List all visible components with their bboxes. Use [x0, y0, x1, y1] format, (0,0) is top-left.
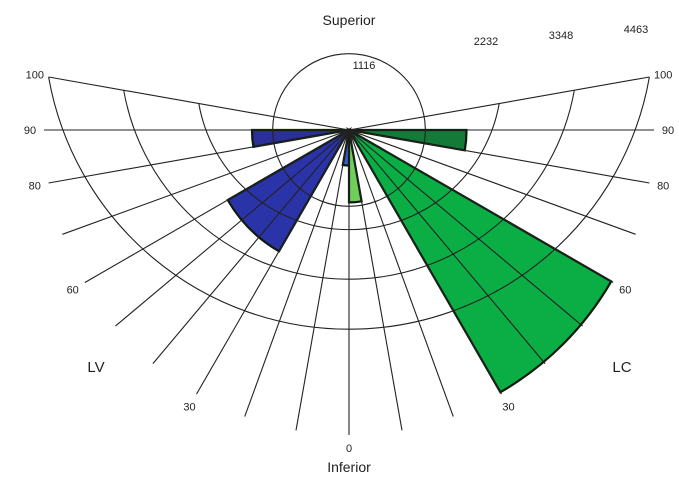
angle-tick-right-60: 60 — [619, 285, 631, 297]
angle-tick-left-60: 60 — [67, 285, 79, 297]
angle-tick-left-100: 100 — [26, 70, 44, 82]
spoke-right-80 — [348, 129, 650, 184]
spoke-right-70 — [348, 129, 636, 235]
wedge-lc-30-60 — [345, 126, 613, 394]
spoke-right-100 — [348, 76, 650, 131]
angle-tick-bottom-0: 0 — [346, 443, 352, 455]
ring-label-3348: 3348 — [549, 30, 573, 42]
spoke-left-40 — [152, 129, 350, 364]
spoke-left-70 — [62, 129, 350, 235]
spoke-right-50 — [348, 129, 583, 327]
spoke-right-40 — [348, 129, 546, 364]
spoke-left-60 — [84, 129, 350, 283]
ring-label-1116: 1116 — [353, 60, 376, 72]
spoke-left-50 — [115, 129, 350, 327]
spoke-right-20 — [348, 129, 454, 417]
spoke-left-80 — [48, 129, 350, 184]
angle-tick-left-30: 30 — [183, 401, 195, 413]
data-wedges — [226, 126, 613, 394]
spoke-right-60 — [348, 129, 614, 283]
lv-label: LV — [87, 359, 104, 376]
angle-tick-left-80: 80 — [29, 180, 41, 192]
spoke-left-100 — [48, 76, 350, 131]
angle-tick-right-80: 80 — [657, 180, 669, 192]
spoke-left-10 — [295, 129, 350, 431]
ring-label-2232: 2232 — [474, 36, 498, 48]
spoke-right-30 — [348, 129, 502, 395]
spoke-left-30 — [196, 129, 350, 395]
lc-label: LC — [612, 359, 631, 376]
angle-tick-right-90: 90 — [662, 125, 674, 137]
polar-grid — [44, 53, 654, 435]
ring-label-4463: 4463 — [624, 24, 648, 36]
superior-label: Superior — [323, 12, 376, 28]
angle-tick-right-30: 30 — [502, 401, 514, 413]
chart-labels: 100 100 90 90 80 80 60 60 30 30 0 1116 2232 3348 4463 S… — [24, 12, 674, 475]
spoke-left-20 — [244, 129, 350, 417]
spoke-right-10 — [348, 129, 403, 431]
angle-tick-left-90: 90 — [24, 125, 36, 137]
inferior-label: Inferior — [327, 459, 371, 475]
angle-tick-right-100: 100 — [654, 70, 672, 82]
